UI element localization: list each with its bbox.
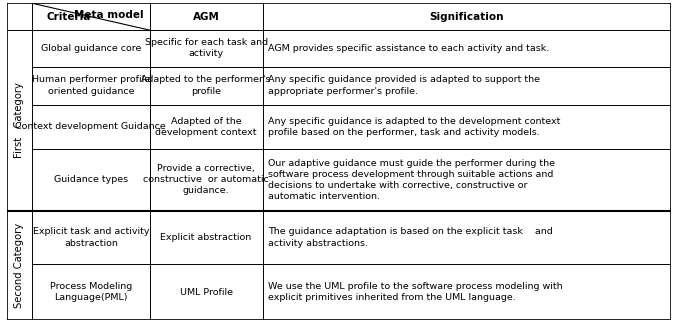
Text: UML Profile: UML Profile <box>180 287 233 297</box>
Text: Context development Guidance: Context development Guidance <box>16 122 166 131</box>
Text: The guidance adaptation is based on the explicit task    and
activity abstractio: The guidance adaptation is based on the … <box>268 227 553 247</box>
Text: AGM: AGM <box>193 12 220 22</box>
Text: Explicit task and activity
abstraction: Explicit task and activity abstraction <box>33 227 149 247</box>
Text: Process Modeling
Language(PML): Process Modeling Language(PML) <box>49 282 132 302</box>
Text: Any specific guidance is adapted to the development context
profile based on the: Any specific guidance is adapted to the … <box>268 117 560 137</box>
Text: First   Category: First Category <box>14 82 24 158</box>
Text: Our adaptive guidance must guide the performer during the
software process devel: Our adaptive guidance must guide the per… <box>268 159 555 201</box>
Text: Adapted to the performer's
profile: Adapted to the performer's profile <box>141 76 271 96</box>
Text: Meta model: Meta model <box>74 10 143 20</box>
Text: Global guidance core: Global guidance core <box>41 44 141 53</box>
Text: Criteria: Criteria <box>46 12 91 22</box>
Text: Second Category: Second Category <box>14 223 24 308</box>
Text: Guidance types: Guidance types <box>54 175 128 184</box>
Text: We use the UML profile to the software process modeling with
explicit primitives: We use the UML profile to the software p… <box>268 282 563 302</box>
Text: Any specific guidance provided is adapted to support the
appropriate performer's: Any specific guidance provided is adapte… <box>268 76 540 96</box>
Text: Signification: Signification <box>430 12 504 22</box>
Text: Explicit abstraction: Explicit abstraction <box>161 233 252 242</box>
Text: AGM provides specific assistance to each activity and task.: AGM provides specific assistance to each… <box>268 44 549 53</box>
Text: Provide a corrective,
constructive  or automatic
guidance.: Provide a corrective, constructive or au… <box>143 164 269 195</box>
Text: Adapted of the
development context: Adapted of the development context <box>155 117 257 137</box>
Text: Specific for each task and
activity: Specific for each task and activity <box>144 38 268 58</box>
Text: Human performer profile
oriented guidance: Human performer profile oriented guidanc… <box>32 76 150 96</box>
